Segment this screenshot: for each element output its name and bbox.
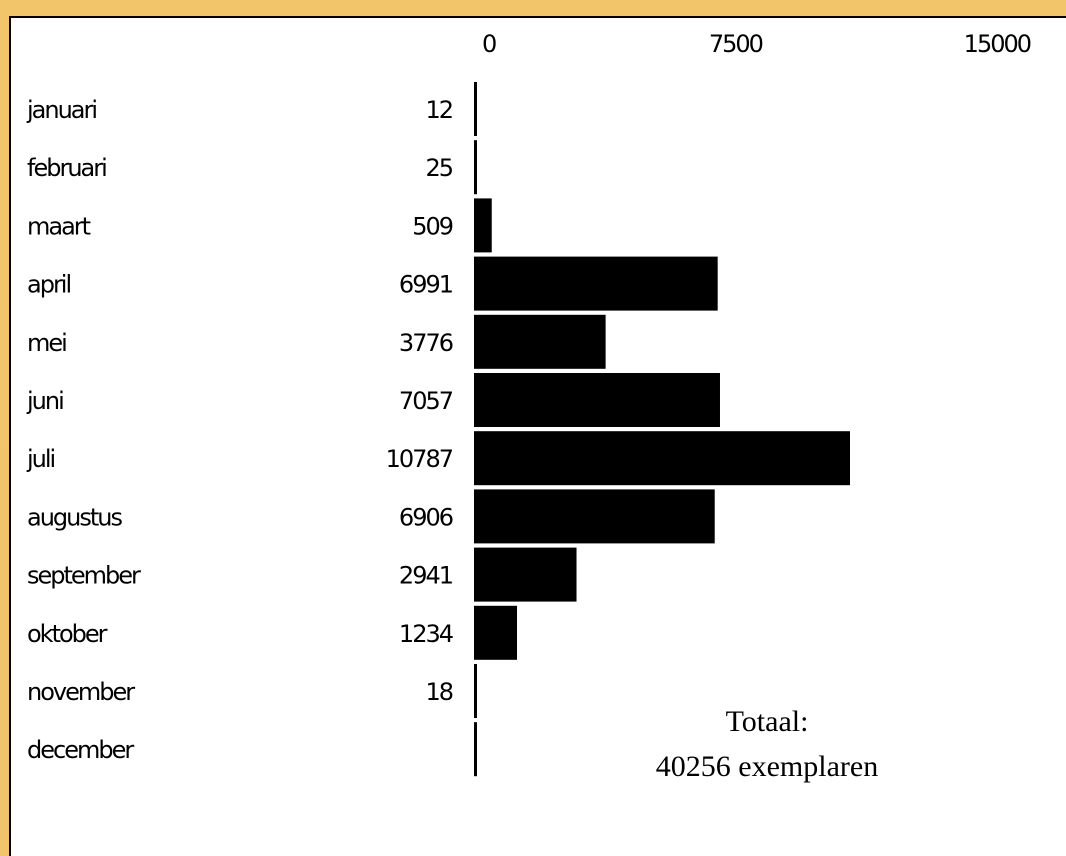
month-label: augustus bbox=[27, 503, 122, 531]
month-label: mei bbox=[27, 329, 66, 357]
bar bbox=[474, 664, 477, 718]
month-label: november bbox=[27, 678, 135, 706]
x-tick-label: 7500 bbox=[709, 30, 763, 58]
bar bbox=[474, 198, 492, 253]
value-label: 12 bbox=[425, 96, 452, 124]
total-count: 40256 exemplaren bbox=[656, 750, 878, 783]
bar bbox=[474, 314, 606, 369]
bar bbox=[474, 547, 577, 602]
value-label: 3776 bbox=[399, 329, 453, 357]
bar bbox=[474, 82, 477, 136]
bar bbox=[474, 722, 477, 777]
x-tick-label: 15000 bbox=[964, 30, 1031, 58]
bar bbox=[474, 605, 518, 660]
month-label: september bbox=[27, 562, 141, 590]
chart-panel: 0 7500 15000 januari 12 februari 25 maart 509 ap… bbox=[9, 16, 1066, 856]
month-label: april bbox=[27, 271, 70, 299]
value-label: 18 bbox=[425, 678, 452, 706]
month-label: juli bbox=[26, 445, 55, 473]
bar bbox=[474, 140, 477, 195]
value-label: 2941 bbox=[399, 562, 453, 590]
bar bbox=[474, 256, 718, 311]
value-label: 1234 bbox=[399, 620, 453, 648]
bar bbox=[474, 431, 850, 486]
month-label: oktober bbox=[27, 620, 108, 648]
value-label: 25 bbox=[425, 154, 452, 182]
month-label: februari bbox=[27, 154, 106, 182]
bar-rows: januari 12 februari 25 maart 509 april 6991 mei 3… bbox=[26, 82, 850, 777]
bar bbox=[474, 489, 715, 544]
value-label: 6906 bbox=[399, 503, 453, 531]
value-label: 7057 bbox=[399, 387, 453, 415]
month-label: juni bbox=[26, 387, 63, 415]
value-label: 6991 bbox=[399, 271, 453, 299]
month-label: januari bbox=[26, 96, 96, 124]
x-axis-ticks: 0 7500 15000 bbox=[482, 30, 1033, 58]
month-label: maart bbox=[27, 212, 91, 240]
bar-chart: 0 7500 15000 januari 12 februari 25 maart 509 ap… bbox=[26, 30, 1033, 783]
value-label: 509 bbox=[412, 212, 453, 240]
total-label: Totaal: bbox=[726, 705, 809, 738]
bar bbox=[474, 373, 720, 427]
month-label: december bbox=[27, 736, 134, 764]
x-tick-label: 0 bbox=[482, 30, 496, 58]
value-label: 10787 bbox=[386, 445, 453, 473]
